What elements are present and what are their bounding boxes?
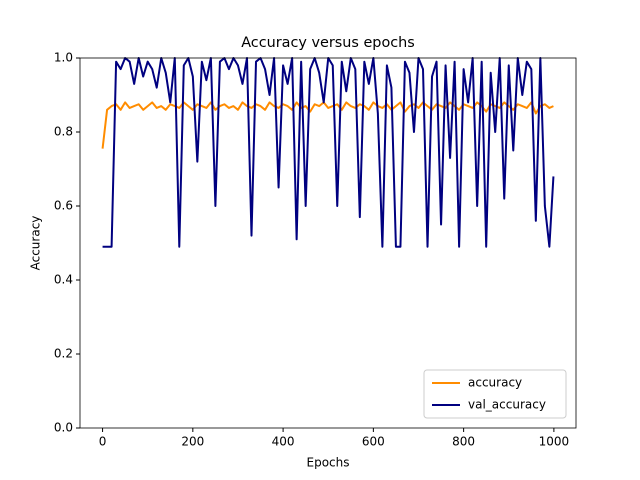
y-tick-label: 0.6 bbox=[54, 199, 73, 213]
x-tick-label: 0 bbox=[99, 435, 107, 449]
legend: accuracy val_accuracy bbox=[423, 369, 567, 419]
legend-label: accuracy bbox=[468, 376, 522, 390]
plot-frame bbox=[79, 57, 577, 429]
y-axis-label: Accuracy bbox=[29, 216, 43, 271]
series-line bbox=[102, 57, 555, 248]
legend-label: val_accuracy bbox=[468, 398, 546, 412]
x-tick-label: 600 bbox=[362, 435, 385, 449]
x-tick-label: 200 bbox=[181, 435, 204, 449]
x-axis-label: Epochs bbox=[307, 456, 350, 470]
y-tick-label: 0.8 bbox=[54, 125, 73, 139]
y-tick-label: 0.0 bbox=[54, 421, 73, 435]
x-tick-label: 1000 bbox=[539, 435, 570, 449]
chart-title: Accuracy versus epochs bbox=[241, 35, 415, 51]
x-tick-label: 800 bbox=[452, 435, 475, 449]
series-line bbox=[101, 101, 554, 149]
y-tick-label: 0.2 bbox=[54, 347, 73, 361]
y-tick-label: 1.0 bbox=[54, 51, 73, 65]
y-tick-label: 0.4 bbox=[54, 273, 73, 287]
x-tick-label: 400 bbox=[272, 435, 295, 449]
